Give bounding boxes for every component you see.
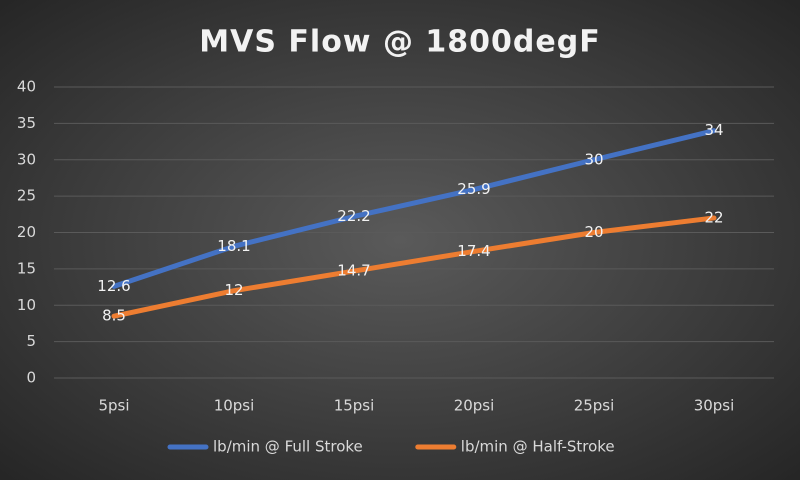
data-label: 30 <box>584 150 603 168</box>
data-label: 8.5 <box>102 307 126 325</box>
data-label: 20 <box>584 223 603 241</box>
y-tick-label: 15 <box>17 259 36 277</box>
data-label: 12 <box>224 281 243 299</box>
legend-label: lb/min @ Half-Stroke <box>461 438 615 456</box>
series-line <box>111 215 717 319</box>
chart-title: MVS Flow @ 1800degF <box>199 25 600 60</box>
data-label: 34 <box>704 121 723 139</box>
x-tick-label: 25psi <box>574 397 615 415</box>
y-tick-label: 30 <box>17 150 36 168</box>
y-tick-label: 5 <box>26 332 36 350</box>
data-label: 14.7 <box>337 262 370 280</box>
x-tick-label: 15psi <box>334 397 375 415</box>
y-tick-label: 0 <box>26 369 36 387</box>
x-tick-label: 20psi <box>454 397 495 415</box>
data-label: 25.9 <box>457 180 490 198</box>
data-label: 22 <box>704 208 723 226</box>
x-tick-label: 5psi <box>98 397 129 415</box>
x-tick-label: 30psi <box>694 397 735 415</box>
data-label: 17.4 <box>457 242 490 260</box>
y-tick-label: 20 <box>17 223 36 241</box>
data-label: 18.1 <box>217 237 250 255</box>
legend-label: lb/min @ Full Stroke <box>213 438 363 456</box>
data-label: 12.6 <box>97 277 130 295</box>
series-line <box>111 128 717 289</box>
x-tick-label: 10psi <box>214 397 255 415</box>
data-label: 22.2 <box>337 207 370 225</box>
y-tick-label: 25 <box>17 187 36 205</box>
y-tick-label: 35 <box>17 114 36 132</box>
y-tick-label: 40 <box>17 78 36 96</box>
y-tick-label: 10 <box>17 296 36 314</box>
